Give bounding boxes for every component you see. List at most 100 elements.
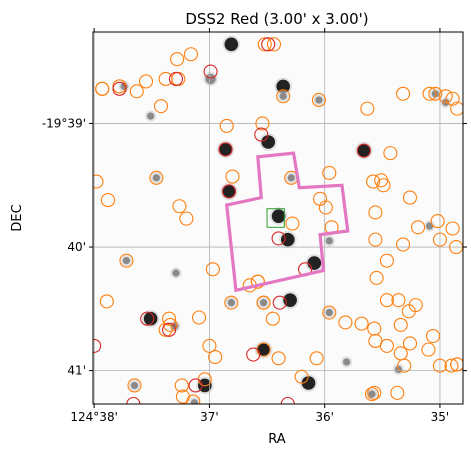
matched-source-marker xyxy=(246,347,261,362)
matched-layer xyxy=(93,37,371,404)
target-box xyxy=(266,208,285,228)
star xyxy=(190,399,199,404)
star xyxy=(130,381,139,390)
catalog-source-marker xyxy=(322,305,337,320)
catalog-source-marker xyxy=(183,47,199,62)
matched-source-marker xyxy=(261,37,276,52)
plot-frame xyxy=(92,31,464,405)
x-axis-label: RA xyxy=(268,432,286,447)
star xyxy=(431,90,439,98)
matched-source-marker xyxy=(221,184,237,199)
matched-source-marker xyxy=(93,338,102,353)
catalog-source-marker xyxy=(158,322,173,337)
y-tick-label: -19°39' xyxy=(42,116,86,130)
catalog-source-marker xyxy=(379,253,394,268)
catalog-source-marker xyxy=(129,84,144,99)
matched-source-marker xyxy=(280,396,295,404)
matched-source-marker xyxy=(162,322,177,337)
matched-source-marker xyxy=(168,71,184,87)
catalog-source-marker xyxy=(172,199,187,214)
catalog-source-marker xyxy=(402,336,418,351)
catalog-source-marker xyxy=(100,193,116,208)
catalog-source-marker xyxy=(309,351,324,366)
matched-source-marker xyxy=(112,81,127,96)
matched-source-marker xyxy=(272,295,287,310)
catalog-source-marker xyxy=(390,385,405,400)
catalog-source-marker xyxy=(338,315,353,330)
catalog-source-marker xyxy=(170,52,185,67)
catalog-source-marker xyxy=(445,91,460,106)
catalog-source-marker xyxy=(438,89,453,104)
catalog-source-marker xyxy=(174,378,189,393)
catalog-source-marker xyxy=(163,317,178,332)
grid-layer xyxy=(93,32,463,404)
star xyxy=(147,112,155,120)
catalog-source-marker xyxy=(153,99,169,114)
star xyxy=(224,37,239,52)
star xyxy=(227,299,235,307)
catalog-source-marker xyxy=(257,37,272,52)
catalog-source-marker xyxy=(205,262,220,277)
x-tick-label: 35' xyxy=(431,410,450,424)
catalog-source-marker xyxy=(391,293,406,308)
catalog-source-marker xyxy=(396,237,411,252)
star xyxy=(368,390,376,398)
star xyxy=(143,311,158,326)
catalog-source-marker xyxy=(93,174,104,189)
catalog-source-marker xyxy=(294,369,309,384)
catalog-source-marker xyxy=(369,270,384,285)
matched-source-marker xyxy=(203,64,218,79)
catalog-source-marker xyxy=(271,351,286,366)
matched-source-marker xyxy=(218,142,233,157)
star xyxy=(279,92,287,100)
catalog-source-marker xyxy=(318,200,333,215)
matched-source-marker xyxy=(254,127,269,142)
catalog-source-marker xyxy=(99,294,114,309)
catalog-source-marker xyxy=(191,310,207,325)
catalog-source-marker xyxy=(255,116,270,131)
catalog-source-marker xyxy=(383,146,398,161)
catalog-source-marker xyxy=(450,357,463,372)
star xyxy=(122,257,131,265)
star xyxy=(222,184,236,199)
catalog-source-marker xyxy=(368,205,383,220)
star xyxy=(256,342,271,357)
y-tick-label: 40' xyxy=(67,240,86,254)
catalog-source-marker xyxy=(219,118,234,133)
catalog-source-marker xyxy=(450,101,463,116)
catalog-source-marker xyxy=(379,293,394,308)
matched-source-marker xyxy=(271,231,286,246)
catalog-source-marker xyxy=(322,165,337,180)
star xyxy=(259,299,268,307)
catalog-source-marker xyxy=(250,274,265,289)
catalog-source-marker xyxy=(445,221,460,236)
catalog-source-marker xyxy=(119,253,134,268)
catalog-layer xyxy=(93,37,463,404)
star xyxy=(276,79,290,94)
catalog-source-marker xyxy=(444,358,459,373)
star xyxy=(172,269,180,277)
tick-layer: 124°38' 37' 36' 35' -19°39' 40' 41' xyxy=(42,28,467,424)
catalog-source-marker xyxy=(432,232,447,247)
catalog-source-marker xyxy=(265,311,280,326)
catalog-source-marker xyxy=(354,316,369,331)
catalog-source-marker xyxy=(366,174,381,189)
star xyxy=(218,142,233,157)
star xyxy=(325,308,333,317)
catalog-source-marker xyxy=(367,385,382,400)
catalog-source-marker xyxy=(224,295,239,310)
catalog-source-marker xyxy=(410,220,426,235)
catalog-source-marker xyxy=(368,333,383,349)
chart-title: DSS2 Red (3.00' x 3.00') xyxy=(185,10,368,28)
catalog-source-marker xyxy=(186,394,201,404)
catalog-source-marker xyxy=(202,338,217,353)
star xyxy=(261,135,276,149)
matched-source-marker xyxy=(188,378,203,393)
matched-source-marker xyxy=(126,396,141,404)
x-tick-label: 36' xyxy=(315,410,334,424)
catalog-source-marker xyxy=(425,328,441,344)
y-tick-label: 41' xyxy=(67,364,86,378)
catalog-source-marker xyxy=(179,211,194,226)
catalog-source-marker xyxy=(402,190,418,205)
